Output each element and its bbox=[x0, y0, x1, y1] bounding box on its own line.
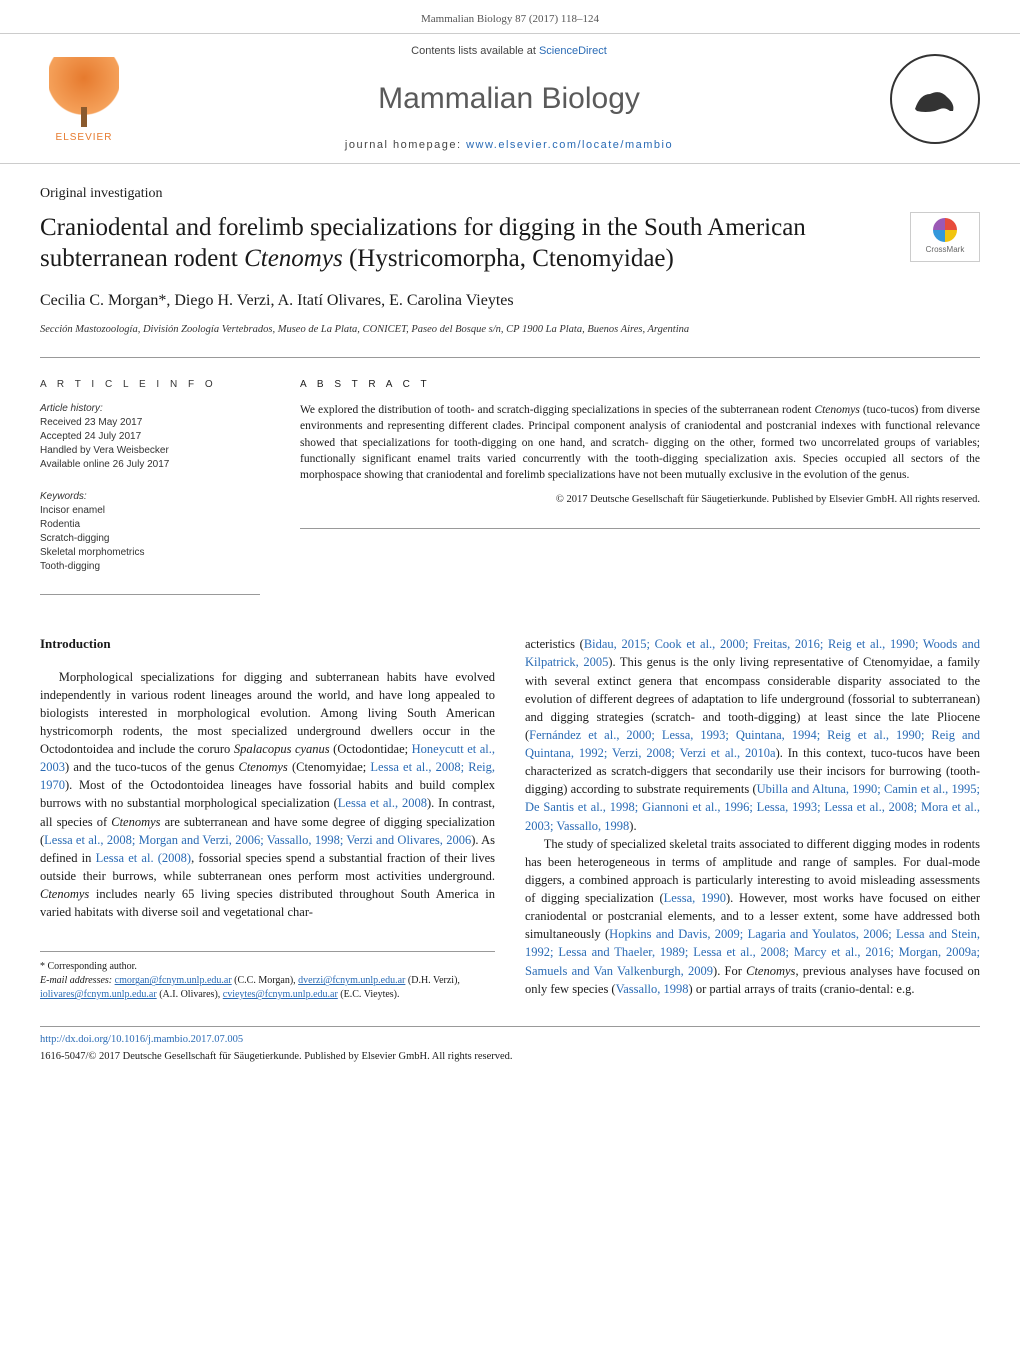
crossmark-badge[interactable]: CrossMark bbox=[910, 212, 980, 262]
history-label: Article history: bbox=[40, 402, 260, 416]
body-paragraph: Morphological specializations for diggin… bbox=[40, 668, 495, 922]
title-post: (Hystricomorpha, Ctenomyidae) bbox=[343, 245, 674, 272]
journal-title: Mammalian Biology bbox=[148, 78, 870, 120]
abstract-heading: a b s t r a c t bbox=[300, 378, 980, 392]
contents-prefix: Contents lists available at bbox=[411, 45, 539, 57]
elsevier-tree-icon bbox=[49, 57, 119, 127]
online-date: Available online 26 July 2017 bbox=[40, 458, 260, 472]
article-info-heading: a r t i c l e i n f o bbox=[40, 378, 260, 392]
journal-center-block: Contents lists available at ScienceDirec… bbox=[148, 44, 870, 153]
email-label: E-mail addresses: bbox=[40, 975, 115, 986]
keyword-item: Rodentia bbox=[40, 518, 260, 532]
mammal-silhouette-icon bbox=[905, 69, 965, 129]
author-email[interactable]: cmorgan@fcnym.unlp.edu.ar bbox=[115, 975, 232, 986]
article-type: Original investigation bbox=[40, 184, 980, 204]
title-genus: Ctenomys bbox=[244, 245, 343, 272]
author-email[interactable]: cvieytes@fcnym.unlp.edu.ar bbox=[223, 989, 338, 1000]
body-paragraph: The study of specialized skeletal traits… bbox=[525, 835, 980, 998]
footnotes-block: * Corresponding author. E-mail addresses… bbox=[40, 951, 495, 1002]
author-email[interactable]: dverzi@fcnym.unlp.edu.ar bbox=[298, 975, 405, 986]
article-info-block: a r t i c l e i n f o Article history: R… bbox=[40, 378, 260, 595]
abstract-pre: We explored the distribution of tooth- a… bbox=[300, 404, 814, 416]
keyword-item: Incisor enamel bbox=[40, 504, 260, 518]
journal-header-bar: ELSEVIER Contents lists available at Sci… bbox=[0, 33, 1020, 164]
body-paragraph: acteristics (Bidau, 2015; Cook et al., 2… bbox=[525, 635, 980, 834]
abstract-copyright: © 2017 Deutsche Gesellschaft für Säugeti… bbox=[300, 493, 980, 508]
crossmark-icon bbox=[933, 218, 957, 242]
running-header: Mammalian Biology 87 (2017) 118–124 bbox=[0, 0, 1020, 33]
keyword-item: Tooth-digging bbox=[40, 560, 260, 574]
info-divider bbox=[40, 594, 260, 595]
keyword-item: Skeletal morphometrics bbox=[40, 546, 260, 560]
email-addresses: E-mail addresses: cmorgan@fcnym.unlp.edu… bbox=[40, 974, 495, 1002]
handled-by: Handled by Vera Weisbecker bbox=[40, 444, 260, 458]
column-left: Introduction Morphological specializatio… bbox=[40, 635, 495, 1002]
column-right: acteristics (Bidau, 2015; Cook et al., 2… bbox=[525, 635, 980, 1002]
author-name-abbrev: (D.H. Verzi), bbox=[405, 975, 460, 986]
homepage-prefix: journal homepage: bbox=[345, 139, 466, 151]
doi-link[interactable]: http://dx.doi.org/10.1016/j.mambio.2017.… bbox=[40, 1034, 243, 1045]
abstract-text: We explored the distribution of tooth- a… bbox=[300, 402, 980, 482]
body-columns: Introduction Morphological specializatio… bbox=[40, 635, 980, 1002]
contents-lists-line: Contents lists available at ScienceDirec… bbox=[148, 44, 870, 59]
elsevier-logo: ELSEVIER bbox=[40, 49, 128, 149]
article-title: Craniodental and forelimb specialization… bbox=[40, 212, 890, 275]
affiliation: Sección Mastozoología, División Zoología… bbox=[40, 323, 980, 338]
keyword-item: Scratch-digging bbox=[40, 532, 260, 546]
author-name-abbrev: (E.C. Vieytes). bbox=[338, 989, 400, 1000]
received-date: Received 23 May 2017 bbox=[40, 416, 260, 430]
author-email[interactable]: iolivares@fcnym.unlp.edu.ar bbox=[40, 989, 157, 1000]
homepage-link[interactable]: www.elsevier.com/locate/mambio bbox=[466, 139, 673, 151]
abstract-divider bbox=[300, 528, 980, 529]
sciencedirect-link[interactable]: ScienceDirect bbox=[539, 45, 607, 57]
doi-line: http://dx.doi.org/10.1016/j.mambio.2017.… bbox=[0, 1027, 1020, 1050]
abstract-genus: Ctenomys bbox=[814, 404, 859, 416]
elsevier-wordmark: ELSEVIER bbox=[56, 131, 113, 145]
author-name-abbrev: (A.I. Olivares), bbox=[157, 989, 223, 1000]
crossmark-label: CrossMark bbox=[926, 244, 965, 255]
issn-copyright-line: 1616-5047/© 2017 Deutsche Gesellschaft f… bbox=[0, 1050, 1020, 1085]
authors-line: Cecilia C. Morgan*, Diego H. Verzi, A. I… bbox=[40, 290, 980, 312]
journal-homepage-line: journal homepage: www.elsevier.com/locat… bbox=[148, 138, 870, 153]
author-name-abbrev: (C.C. Morgan), bbox=[232, 975, 298, 986]
keywords-label: Keywords: bbox=[40, 490, 260, 504]
introduction-heading: Introduction bbox=[40, 635, 495, 653]
society-logo bbox=[890, 54, 980, 144]
accepted-date: Accepted 24 July 2017 bbox=[40, 430, 260, 444]
abstract-block: a b s t r a c t We explored the distribu… bbox=[300, 357, 980, 595]
corresponding-author-note: * Corresponding author. bbox=[40, 960, 495, 974]
